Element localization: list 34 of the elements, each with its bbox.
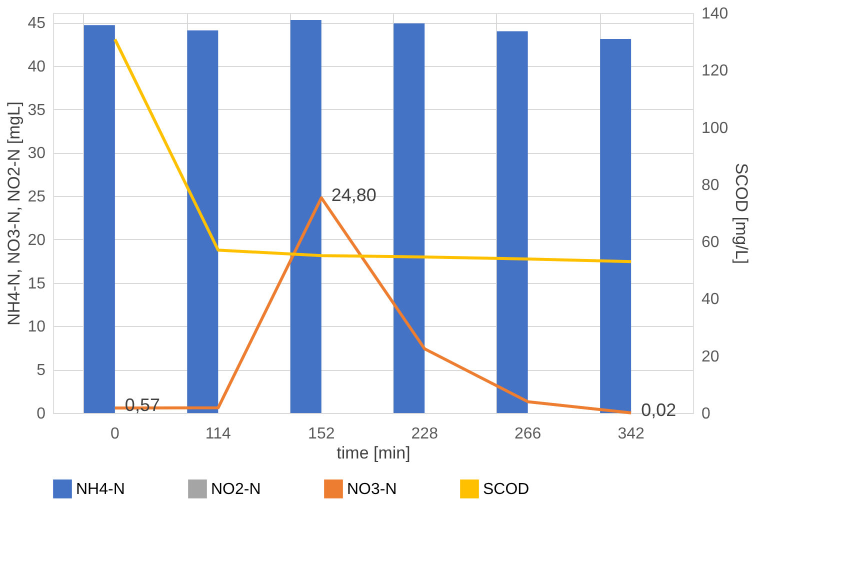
y-tick-label: 35 <box>28 102 46 119</box>
x-tick-label: 0 <box>110 426 120 442</box>
y-axis-title: NH4-N, NO3-N, NO2-N [mgL] <box>4 102 24 326</box>
y-tick-label: 25 <box>28 188 46 206</box>
y2-axis-title: SCOD [mg/L] <box>732 162 752 264</box>
x-tick-label: 228 <box>411 426 438 442</box>
y2-tick-label: 60 <box>702 234 720 252</box>
y-tick-label: 30 <box>28 145 46 162</box>
y-tick-label: 45 <box>28 15 46 32</box>
y-tick-label: 5 <box>36 362 46 380</box>
y2-tick-label: 100 <box>702 120 728 137</box>
y-tick-label: 20 <box>28 232 46 249</box>
legend-label: SCOD <box>483 480 530 498</box>
y2-tick-label: 80 <box>702 176 720 194</box>
y2-tick-label: 20 <box>702 348 720 366</box>
legend-label: NO3-N <box>347 480 397 498</box>
x-axis-title: time [min] <box>336 444 410 462</box>
y-tick-label: 15 <box>28 275 46 292</box>
data-label: 0,02 <box>641 400 676 420</box>
y2-tick-label: 40 <box>702 291 720 308</box>
legend-label: NH4-N <box>76 480 125 498</box>
legend-label: NO2-N <box>211 480 261 498</box>
y2-tick-label: 120 <box>702 62 728 80</box>
line-series <box>113 38 633 264</box>
x-tick-label: 114 <box>205 426 232 442</box>
data-label: 24,80 <box>331 184 376 205</box>
x-tick-label: 152 <box>308 426 335 442</box>
y-tick-label: 40 <box>28 58 46 76</box>
y2-tick-label: 0 <box>702 406 710 422</box>
y-tick-label: 10 <box>28 318 46 336</box>
y2-tick-label: 140 <box>702 6 728 22</box>
y-tick-label: 0 <box>36 406 46 422</box>
x-tick-label: 266 <box>514 426 542 442</box>
x-tick-label: 342 <box>618 426 645 442</box>
